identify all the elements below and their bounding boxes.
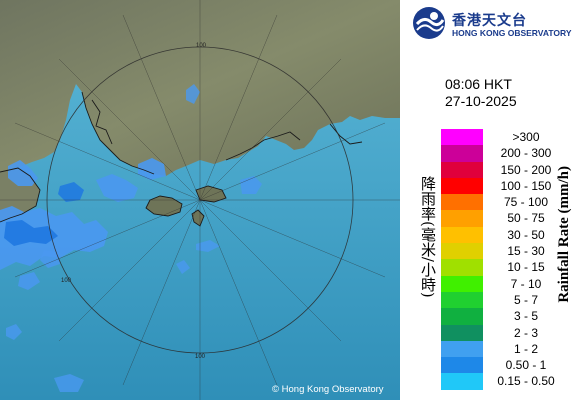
info-panel bbox=[400, 0, 577, 400]
legend-row: 30 - 50 bbox=[441, 226, 571, 244]
hong-kong-island bbox=[196, 186, 226, 202]
legend-row: 75 - 100 bbox=[441, 194, 571, 211]
copyright-text: © Hong Kong Observatory bbox=[272, 384, 384, 395]
rainfall-legend: >300 200 - 300 150 - 200 100 - 150 75 - 100 5… bbox=[441, 129, 571, 390]
legend-swatch bbox=[441, 145, 483, 162]
legend-row: >300 bbox=[441, 129, 571, 146]
logo-text-chinese: 香港天文台 bbox=[452, 13, 527, 29]
legend-range-label: 200 - 300 bbox=[500, 146, 552, 161]
legend-swatch bbox=[441, 340, 483, 358]
coastline-lines bbox=[0, 91, 363, 227]
legend-range-label: 3 - 5 bbox=[513, 309, 538, 324]
radar-map-svg: 100 100 100 bbox=[0, 0, 400, 400]
legend-range-label: 2 - 3 bbox=[513, 325, 538, 340]
legend-row: 0.50 - 1 bbox=[441, 357, 571, 374]
legend-swatch bbox=[441, 177, 483, 195]
legend-row: 100 - 150 bbox=[441, 177, 571, 195]
legend-range-label: 15 - 30 bbox=[507, 244, 545, 259]
legend-range-label: 7 - 10 bbox=[510, 276, 542, 291]
range-label-south: 100 bbox=[195, 354, 206, 360]
legend-range-label: 75 - 100 bbox=[503, 195, 549, 210]
legend-range-label: 0.15 - 0.50 bbox=[497, 374, 555, 389]
legend-swatch bbox=[441, 194, 483, 211]
legend-row: 3 - 5 bbox=[441, 308, 571, 325]
legend-range-label: 10 - 15 bbox=[507, 260, 545, 275]
legend-row: 15 - 30 bbox=[441, 243, 571, 260]
legend-range-label: 150 - 200 bbox=[500, 162, 552, 177]
legend-swatch bbox=[441, 243, 483, 260]
legend-range-label: 30 - 50 bbox=[507, 227, 545, 242]
legend-swatch bbox=[441, 259, 483, 276]
legend-swatch bbox=[441, 161, 483, 178]
lamma-island bbox=[192, 210, 204, 226]
hko-emblem-icon bbox=[413, 7, 445, 39]
logo-text-english: HONG KONG OBSERVATORY bbox=[452, 28, 572, 38]
observation-time: 08:06 HKT bbox=[445, 76, 512, 92]
legend-row: 7 - 10 bbox=[441, 275, 571, 292]
range-label-north: 100 bbox=[196, 43, 207, 49]
legend-swatch bbox=[441, 291, 483, 309]
legend-swatch bbox=[441, 226, 483, 244]
observation-date: 27-10-2025 bbox=[445, 93, 517, 109]
legend-row: 0.15 - 0.50 bbox=[441, 373, 571, 390]
legend-range-label: 5 - 7 bbox=[513, 292, 538, 307]
legend-swatch bbox=[441, 324, 483, 341]
legend-swatch bbox=[441, 308, 483, 325]
legend-swatch bbox=[441, 275, 483, 292]
range-label-west: 100 bbox=[61, 278, 72, 284]
legend-range-label: 100 - 150 bbox=[500, 178, 552, 193]
legend-swatch bbox=[441, 210, 483, 227]
legend-row: 10 - 15 bbox=[441, 259, 571, 276]
legend-swatch bbox=[441, 357, 483, 374]
legend-row: 200 - 300 bbox=[441, 145, 571, 162]
legend-row: 5 - 7 bbox=[441, 291, 571, 309]
legend-row: 50 - 75 bbox=[441, 210, 571, 227]
legend-unit-chinese: 降雨率(毫米/小時) bbox=[419, 176, 437, 298]
legend-swatch bbox=[441, 129, 483, 146]
legend-row: 150 - 200 bbox=[441, 161, 571, 178]
range-rings bbox=[0, 0, 400, 400]
legend-unit-english: Rainfall Rate (mm/h) bbox=[556, 166, 572, 303]
hko-logo: 香港天文台 HONG KONG OBSERVATORY bbox=[412, 6, 572, 42]
legend-swatch bbox=[441, 373, 483, 390]
legend-range-label: 0.50 - 1 bbox=[505, 358, 547, 373]
legend-row: 2 - 3 bbox=[441, 324, 571, 341]
legend-range-label: >300 bbox=[512, 130, 540, 144]
legend-row: 1 - 2 bbox=[441, 340, 571, 358]
radar-map[interactable]: 100 100 100 © Hong Kong Observatory bbox=[0, 0, 400, 400]
legend-range-label: 50 - 75 bbox=[507, 211, 545, 226]
legend-range-label: 1 - 2 bbox=[513, 341, 538, 356]
rain-echoes bbox=[0, 84, 262, 392]
